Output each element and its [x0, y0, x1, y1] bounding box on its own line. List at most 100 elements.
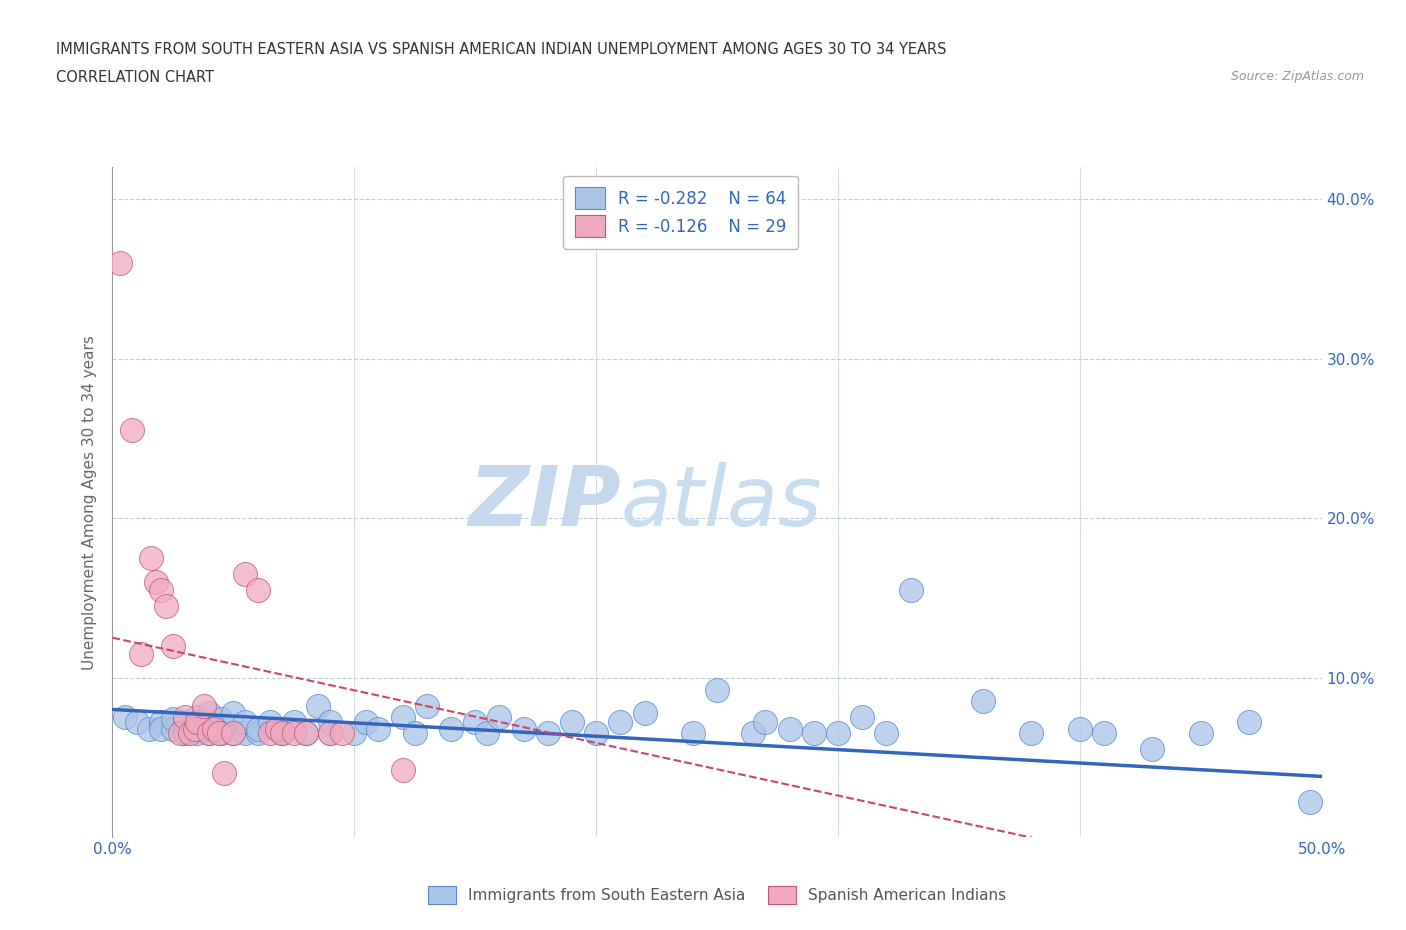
Point: [149, 715, 172, 730]
Point: [235, 566, 257, 581]
Point: [209, 726, 232, 741]
Point: [235, 715, 257, 730]
Point: [162, 721, 184, 736]
Text: atlas: atlas: [620, 461, 823, 543]
Point: [208, 726, 231, 741]
Point: [246, 582, 269, 597]
Point: [1142, 742, 1164, 757]
Point: [343, 726, 366, 741]
Point: [222, 726, 245, 741]
Point: [754, 715, 776, 730]
Point: [186, 726, 208, 741]
Point: [561, 715, 583, 730]
Point: [198, 726, 221, 741]
Point: [162, 711, 184, 726]
Point: [198, 705, 221, 720]
Point: [179, 726, 201, 741]
Point: [356, 715, 378, 730]
Point: [259, 726, 281, 741]
Point: [155, 598, 177, 613]
Point: [1092, 726, 1115, 741]
Point: [488, 710, 510, 724]
Point: [259, 715, 281, 730]
Point: [174, 726, 197, 741]
Point: [682, 726, 704, 741]
Point: [307, 698, 329, 713]
Point: [169, 726, 191, 741]
Point: [319, 726, 342, 741]
Text: Source: ZipAtlas.com: Source: ZipAtlas.com: [1230, 70, 1364, 83]
Point: [416, 698, 439, 713]
Point: [162, 638, 184, 653]
Point: [706, 683, 728, 698]
Legend: Immigrants from South Eastern Asia, Spanish American Indians: Immigrants from South Eastern Asia, Span…: [422, 880, 1012, 910]
Point: [222, 705, 245, 720]
Y-axis label: Unemployment Among Ages 30 to 34 years: Unemployment Among Ages 30 to 34 years: [82, 335, 97, 670]
Point: [319, 726, 342, 741]
Point: [464, 715, 486, 730]
Point: [319, 715, 342, 730]
Point: [145, 575, 167, 590]
Point: [125, 715, 148, 730]
Point: [283, 715, 305, 730]
Point: [1298, 794, 1320, 809]
Point: [131, 646, 153, 661]
Point: [585, 726, 607, 741]
Point: [295, 726, 318, 741]
Point: [270, 726, 292, 741]
Text: IMMIGRANTS FROM SOUTH EASTERN ASIA VS SPANISH AMERICAN INDIAN UNEMPLOYMENT AMONG: IMMIGRANTS FROM SOUTH EASTERN ASIA VS SP…: [56, 42, 946, 57]
Point: [875, 726, 897, 741]
Point: [367, 721, 389, 736]
Point: [1189, 726, 1212, 741]
Point: [198, 726, 221, 741]
Point: [149, 721, 172, 736]
Point: [138, 721, 160, 736]
Point: [174, 710, 197, 724]
Point: [1021, 726, 1043, 741]
Point: [900, 582, 922, 597]
Point: [222, 726, 245, 741]
Point: [235, 726, 257, 741]
Point: [477, 726, 499, 741]
Point: [212, 765, 235, 780]
Point: [742, 726, 765, 741]
Point: [266, 721, 288, 736]
Point: [186, 710, 208, 724]
Point: [141, 551, 163, 565]
Point: [391, 710, 413, 724]
Point: [827, 726, 849, 741]
Point: [246, 726, 269, 741]
Point: [283, 726, 305, 741]
Point: [779, 721, 801, 736]
Point: [186, 715, 208, 730]
Point: [1069, 721, 1091, 736]
Point: [209, 711, 232, 726]
Point: [440, 721, 463, 736]
Point: [198, 721, 221, 736]
Point: [391, 763, 413, 777]
Point: [512, 721, 534, 736]
Point: [193, 698, 215, 713]
Point: [803, 726, 825, 741]
Point: [183, 721, 205, 736]
Point: [609, 715, 631, 730]
Point: [295, 726, 318, 741]
Point: [633, 705, 655, 720]
Point: [270, 726, 292, 741]
Point: [1237, 715, 1260, 730]
Point: [202, 721, 225, 736]
Text: ZIP: ZIP: [468, 461, 620, 543]
Point: [114, 710, 136, 724]
Point: [972, 694, 994, 709]
Point: [270, 721, 292, 736]
Point: [246, 721, 269, 736]
Point: [149, 582, 172, 597]
Point: [330, 726, 353, 741]
Point: [121, 423, 143, 438]
Point: [851, 710, 873, 724]
Text: CORRELATION CHART: CORRELATION CHART: [56, 70, 214, 85]
Point: [174, 715, 197, 730]
Point: [108, 256, 131, 271]
Point: [537, 726, 560, 741]
Point: [404, 726, 426, 741]
